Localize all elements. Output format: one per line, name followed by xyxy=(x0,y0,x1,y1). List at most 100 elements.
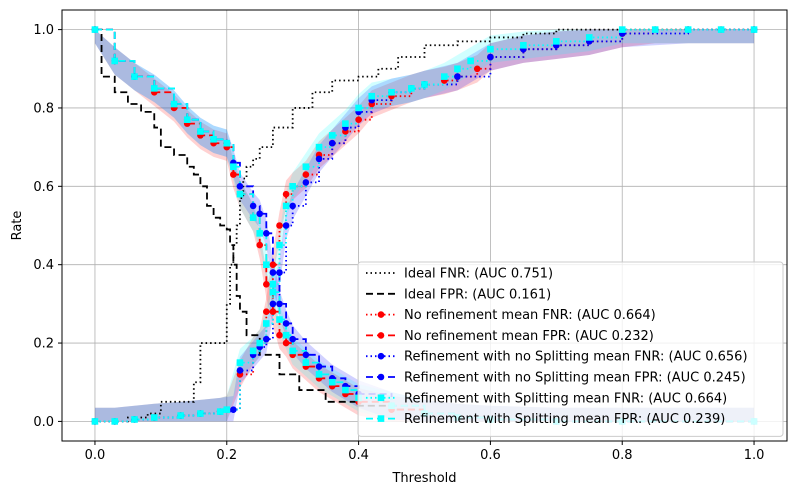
x-tick-label: 1.0 xyxy=(744,448,765,463)
legend-label-3: No refinement mean FPR: (AUC 0.232) xyxy=(404,329,654,344)
data-point xyxy=(454,65,461,73)
data-point xyxy=(355,104,362,112)
data-point xyxy=(91,26,99,33)
data-point xyxy=(315,155,323,163)
data-point xyxy=(269,288,277,296)
data-point xyxy=(263,280,270,288)
data-point xyxy=(150,85,158,92)
legend-label-0: Ideal FNR: (AUC 0.751) xyxy=(404,267,553,282)
data-point xyxy=(368,92,376,100)
data-point xyxy=(282,190,290,198)
data-point xyxy=(684,26,692,33)
data-point xyxy=(618,26,626,33)
data-point xyxy=(269,308,277,316)
data-point xyxy=(276,269,283,276)
legend-label-1: Ideal FPR: (AUC 0.161) xyxy=(404,287,551,302)
data-point xyxy=(223,139,231,147)
data-point xyxy=(553,38,560,45)
x-tick-label: 0.0 xyxy=(85,448,106,463)
data-point xyxy=(315,371,323,378)
legend-label-7: Refinement with Splitting mean FPR: (AUC… xyxy=(404,412,725,427)
data-point xyxy=(249,347,257,355)
x-axis-title: Threshold xyxy=(391,471,456,486)
data-point xyxy=(256,241,264,249)
y-tick-label: 0.6 xyxy=(33,180,54,195)
data-point xyxy=(230,406,237,413)
data-point xyxy=(223,406,231,413)
data-point xyxy=(282,202,290,210)
legend-marker-2 xyxy=(377,311,385,318)
data-point xyxy=(263,308,270,316)
data-point xyxy=(269,300,277,308)
y-tick-label: 0.8 xyxy=(33,101,54,116)
data-point xyxy=(111,57,119,65)
data-point xyxy=(131,73,138,80)
data-point xyxy=(170,100,178,108)
data-point xyxy=(197,410,204,417)
legend-marker-6 xyxy=(377,394,385,402)
data-point xyxy=(440,73,448,80)
data-point xyxy=(249,214,257,221)
data-point xyxy=(276,316,283,323)
data-point xyxy=(282,222,290,229)
data-point xyxy=(328,132,336,139)
x-tick-label: 0.8 xyxy=(612,448,633,463)
y-tick-label: 1.0 xyxy=(33,23,54,38)
data-point xyxy=(289,183,296,190)
y-tick-label: 0.2 xyxy=(33,337,54,352)
data-point xyxy=(282,320,290,327)
data-point xyxy=(236,359,244,366)
data-point xyxy=(421,81,428,88)
data-point xyxy=(276,241,283,249)
y-tick-label: 0.0 xyxy=(33,415,54,430)
data-point xyxy=(473,65,481,73)
axis-ticks: 0.0 0.2 0.4 0.6 0.8 1.0 0.0 0.2 0.4 0.6 0.8 1.0 xyxy=(33,23,764,463)
data-point xyxy=(150,414,158,421)
data-point xyxy=(388,88,395,96)
data-point xyxy=(328,378,336,386)
legend-label-4: Refinement with no Splitting mean FNR: (… xyxy=(404,350,748,365)
data-point xyxy=(263,335,270,343)
data-point xyxy=(302,171,310,178)
data-point xyxy=(236,183,244,190)
data-point xyxy=(467,57,474,65)
data-point xyxy=(408,85,415,92)
data-point xyxy=(520,41,527,49)
data-point xyxy=(289,335,296,343)
line-series-0 xyxy=(94,28,755,423)
data-point xyxy=(111,418,119,425)
data-point xyxy=(91,418,99,425)
data-point xyxy=(269,269,277,276)
data-point xyxy=(651,26,659,33)
data-point xyxy=(342,386,349,394)
plot-frame xyxy=(61,9,788,442)
data-point xyxy=(263,261,270,268)
data-point xyxy=(487,45,494,53)
data-point xyxy=(256,210,264,218)
data-point xyxy=(256,230,264,237)
data-point xyxy=(289,347,296,355)
legend-marker-4 xyxy=(377,352,385,360)
legend-marker-3 xyxy=(377,332,385,339)
data-point xyxy=(585,34,593,41)
data-point xyxy=(282,339,290,347)
data-point xyxy=(454,73,461,80)
x-tick-label: 0.2 xyxy=(216,448,237,463)
x-tick-label: 0.4 xyxy=(348,448,369,463)
y-tick-label: 0.4 xyxy=(33,258,54,273)
data-point xyxy=(236,367,244,374)
data-point xyxy=(131,416,138,423)
data-point xyxy=(750,26,758,33)
data-point xyxy=(302,179,310,186)
data-point xyxy=(269,261,277,268)
x-tick-label: 0.6 xyxy=(480,448,501,463)
data-point xyxy=(263,320,270,327)
data-point xyxy=(328,139,336,147)
data-point xyxy=(315,143,323,151)
legend-box xyxy=(357,261,784,437)
data-point xyxy=(302,351,310,359)
data-point xyxy=(210,136,217,143)
legend-label-5: Refinement with no Splitting mean FPR: (… xyxy=(404,371,746,386)
data-point xyxy=(282,331,290,339)
